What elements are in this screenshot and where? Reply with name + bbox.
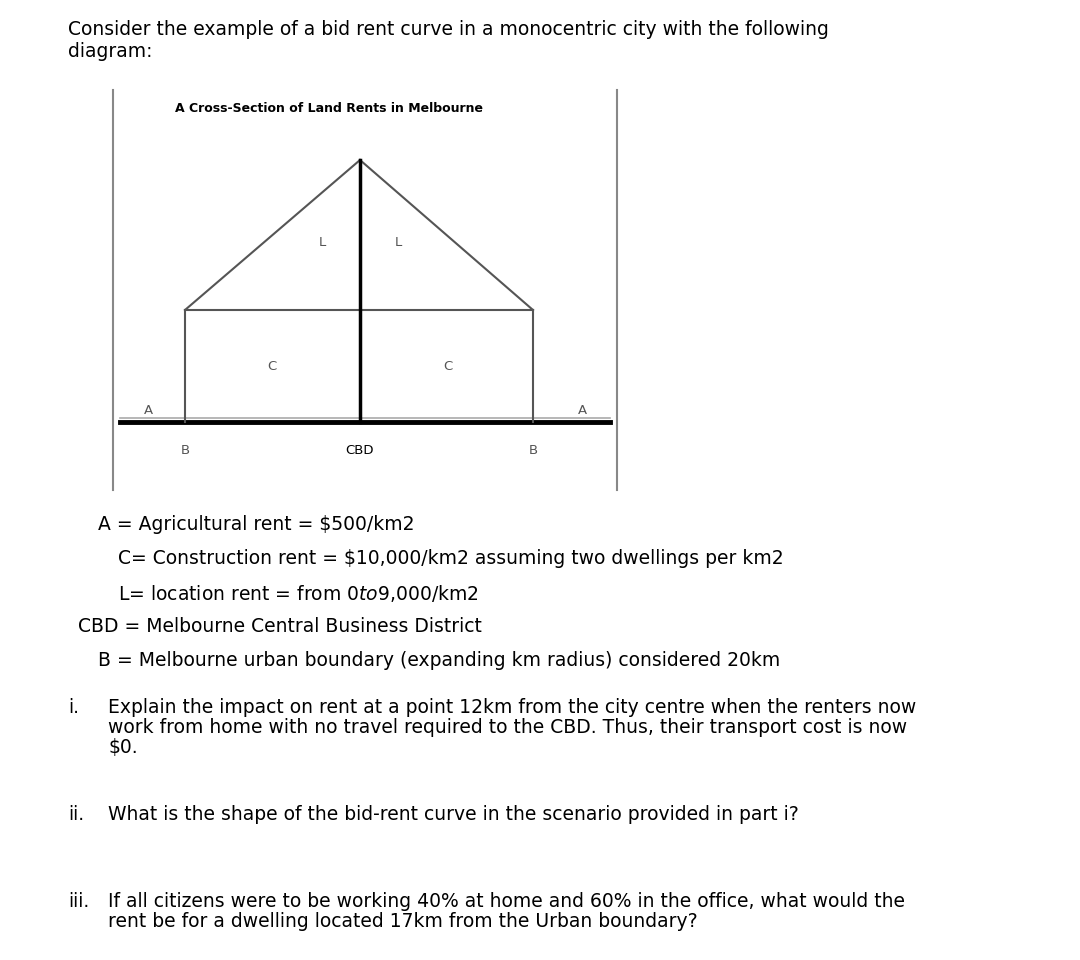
Text: C= Construction rent = $10,000/km2 assuming two dwellings per km2: C= Construction rent = $10,000/km2 assum… [118,549,784,568]
Text: B: B [180,444,190,457]
Text: L= location rent = from $0 to $9,000/km2: L= location rent = from $0 to $9,000/km2 [118,583,478,604]
Text: If all citizens were to be working 40% at home and 60% in the office, what would: If all citizens were to be working 40% a… [108,892,905,911]
Text: B: B [528,444,538,457]
Text: C: C [444,359,453,372]
Text: rent be for a dwelling located 17km from the Urban boundary?: rent be for a dwelling located 17km from… [108,912,698,931]
Text: A: A [578,404,586,417]
Text: A = Agricultural rent = $500/km2: A = Agricultural rent = $500/km2 [98,515,415,534]
Text: Explain the impact on rent at a point 12km from the city centre when the renters: Explain the impact on rent at a point 12… [108,698,916,717]
Text: CBD = Melbourne Central Business District: CBD = Melbourne Central Business Distric… [78,617,482,636]
Text: ii.: ii. [68,805,84,824]
Text: i.: i. [68,698,79,717]
Text: iii.: iii. [68,892,90,911]
Text: Consider the example of a bid rent curve in a monocentric city with the followin: Consider the example of a bid rent curve… [68,20,828,39]
Text: CBD: CBD [346,444,375,457]
Text: L: L [394,236,402,249]
Text: C: C [268,359,276,372]
Text: work from home with no travel required to the CBD. Thus, their transport cost is: work from home with no travel required t… [108,718,907,737]
Text: $0.: $0. [108,738,137,757]
Text: A: A [144,404,152,417]
Text: L: L [319,236,326,249]
Text: A Cross-Section of Land Rents in Melbourne: A Cross-Section of Land Rents in Melbour… [175,102,483,115]
Text: diagram:: diagram: [68,42,152,61]
Text: What is the shape of the bid-rent curve in the scenario provided in part i?: What is the shape of the bid-rent curve … [108,805,799,824]
Text: B = Melbourne urban boundary (expanding km radius) considered 20km: B = Melbourne urban boundary (expanding … [98,651,780,670]
